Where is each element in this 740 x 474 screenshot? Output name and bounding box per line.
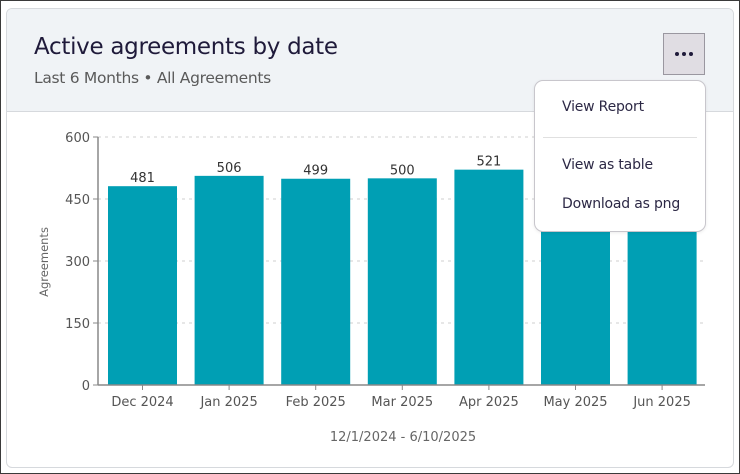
x-tick-label: Dec 2024 [111, 395, 173, 410]
ellipsis-icon [682, 52, 686, 56]
bar [454, 169, 524, 385]
bar [367, 178, 437, 385]
data-label: 521 [476, 155, 501, 170]
menu-item-view-report[interactable]: View Report [562, 99, 644, 115]
card-subtitle: Last 6 Months • All Agreements [34, 69, 271, 87]
data-label: 481 [130, 171, 155, 186]
menu-item-download-png[interactable]: Download as png [562, 196, 681, 212]
x-tick-label: Mar 2025 [371, 395, 433, 410]
menu-divider [543, 137, 697, 138]
bar [108, 186, 177, 385]
y-tick-label: 450 [65, 193, 90, 208]
data-label: 499 [303, 164, 328, 179]
x-tick-label: Jan 2025 [199, 395, 257, 410]
x-tick-label: Jun 2025 [632, 395, 691, 410]
menu-item-view-as-table[interactable]: View as table [562, 157, 653, 173]
ellipsis-icon [689, 52, 693, 56]
y-tick-label: 600 [65, 131, 90, 146]
options-menu: View Report View as table Download as pn… [534, 80, 706, 232]
data-label: 500 [390, 163, 415, 178]
y-axis-label: Agreements [37, 227, 51, 297]
more-options-button[interactable] [663, 33, 705, 75]
ellipsis-icon [675, 52, 679, 56]
x-axis-title: 12/1/2024 - 6/10/2025 [330, 430, 476, 445]
x-tick-label: Feb 2025 [286, 395, 346, 410]
data-label: 506 [217, 161, 242, 176]
bar [281, 178, 351, 385]
x-tick-label: May 2025 [543, 395, 607, 410]
x-tick-label: Apr 2025 [459, 395, 519, 410]
bar [194, 175, 264, 385]
y-tick-label: 150 [65, 317, 90, 332]
y-tick-label: 0 [82, 379, 90, 394]
y-tick-label: 300 [65, 255, 90, 270]
card-title: Active agreements by date [34, 34, 338, 60]
